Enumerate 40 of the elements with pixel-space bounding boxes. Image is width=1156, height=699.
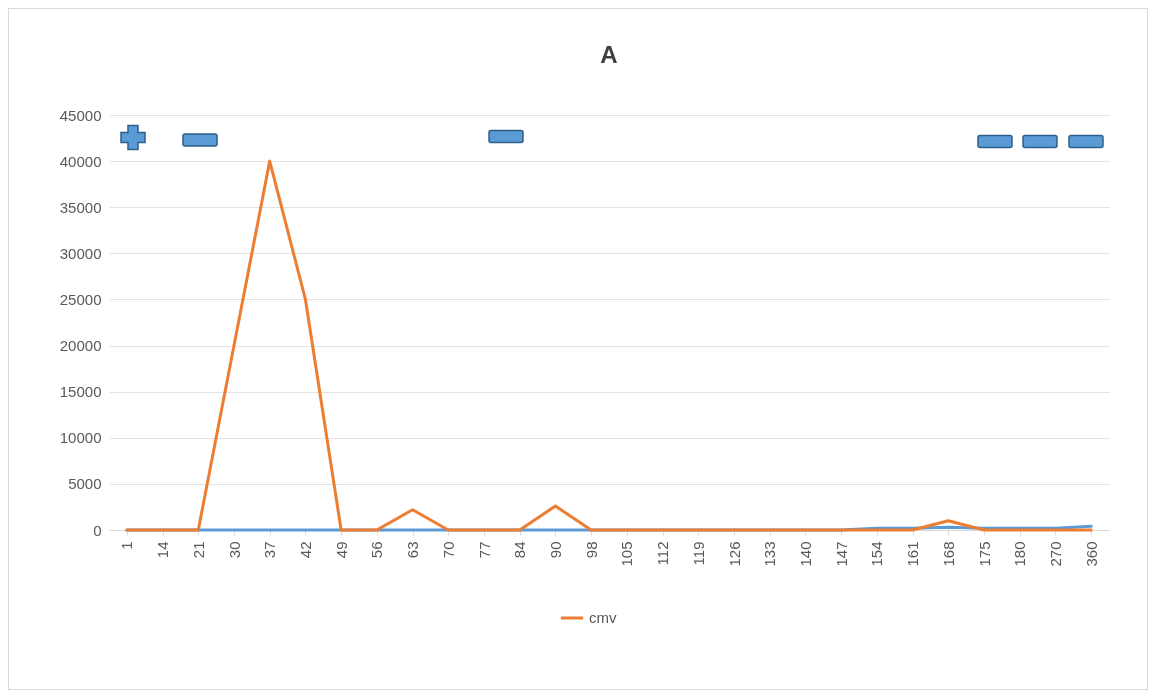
x-tick-label: 63 (404, 541, 422, 559)
y-tick-label: 35000 (59, 198, 102, 216)
y-tick-label: 5000 (68, 475, 102, 493)
y-tick-label: 10000 (59, 429, 102, 447)
x-tick-label: 360 (1082, 541, 1100, 567)
y-tick-label: 0 (93, 521, 102, 539)
x-tick-label: 112 (654, 541, 672, 566)
x-tick-label: 49 (332, 541, 350, 559)
x-tick-label: 98 (582, 541, 600, 559)
x-tick-label: 90 (546, 541, 564, 559)
x-tick-label: 42 (296, 541, 314, 559)
x-tick-label: 70 (439, 541, 457, 559)
y-tick-label: 25000 (59, 290, 102, 308)
y-tick-label: 20000 (59, 337, 102, 355)
x-tick-label: 30 (225, 541, 243, 559)
x-tick-label: 180 (1011, 541, 1029, 567)
x-tick-label: 105 (618, 541, 636, 567)
x-tick-label: 1 (118, 541, 136, 550)
x-tick-label: 161 (904, 541, 922, 567)
x-tick-label: 175 (975, 541, 993, 567)
x-tick-label: 14 (154, 541, 172, 559)
y-tick-label: 45000 (59, 106, 102, 124)
chart-title: A (600, 41, 618, 68)
x-tick-label: 140 (796, 541, 814, 567)
x-tick-label: 147 (832, 541, 850, 567)
x-tick-label: 133 (761, 541, 779, 567)
x-tick-label: 37 (261, 541, 279, 559)
y-tick-label: 30000 (59, 244, 102, 262)
legend-label: cmv (589, 609, 617, 626)
x-tick-label: 84 (511, 541, 529, 559)
x-tick-label: 21 (189, 541, 207, 559)
y-tick-label: 15000 (59, 383, 102, 401)
x-tick-label: 77 (475, 541, 493, 559)
x-tick-label: 154 (868, 541, 886, 567)
x-tick-label: 119 (689, 541, 707, 566)
x-tick-label: 270 (1046, 541, 1064, 567)
x-tick-label: 56 (368, 541, 386, 559)
x-tick-label: 126 (725, 541, 743, 567)
y-tick-label: 40000 (59, 152, 102, 170)
x-tick-label: 168 (939, 541, 957, 567)
